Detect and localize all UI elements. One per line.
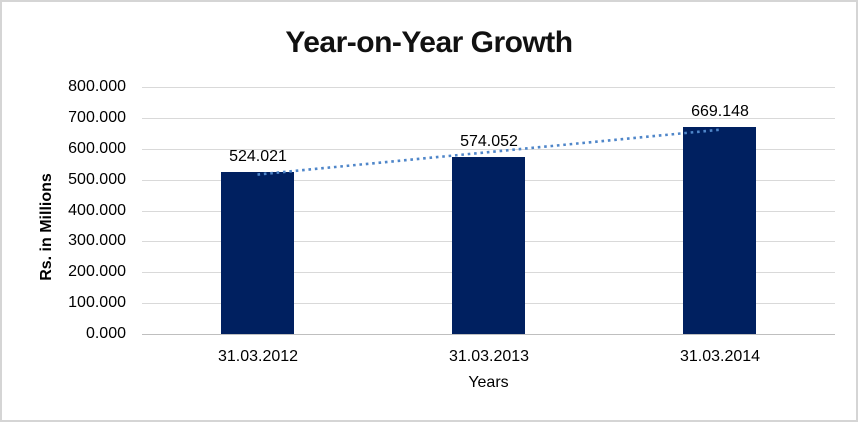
y-tick-label: 0.000 <box>85 325 126 342</box>
x-tick-label: 31.03.2012 <box>217 348 299 365</box>
y-tick-label: 200.000 <box>68 263 126 280</box>
x-tick-label: 31.03.2013 <box>448 348 530 365</box>
bar <box>683 127 756 334</box>
y-tick-label: 100.000 <box>68 294 126 311</box>
bar-data-label: 669.148 <box>691 103 749 120</box>
chart-title: Year-on-Year Growth <box>285 26 573 59</box>
y-tick-label: 700.000 <box>68 109 126 126</box>
bar <box>221 172 294 334</box>
x-tick-label: 31.03.2014 <box>679 348 761 365</box>
bar <box>452 157 525 334</box>
y-tick-label: 500.000 <box>68 171 126 188</box>
y-tick-label: 400.000 <box>68 202 126 219</box>
y-tick-label: 300.000 <box>68 232 126 249</box>
bar-data-label: 574.052 <box>460 133 518 150</box>
y-tick-label: 800.000 <box>68 78 126 95</box>
x-axis-line <box>142 334 835 335</box>
bar-data-label: 524.021 <box>229 148 287 165</box>
x-axis-title: Years <box>468 374 509 391</box>
gridline <box>142 118 835 119</box>
gridline <box>142 87 835 88</box>
y-tick-label: 600.000 <box>68 140 126 157</box>
